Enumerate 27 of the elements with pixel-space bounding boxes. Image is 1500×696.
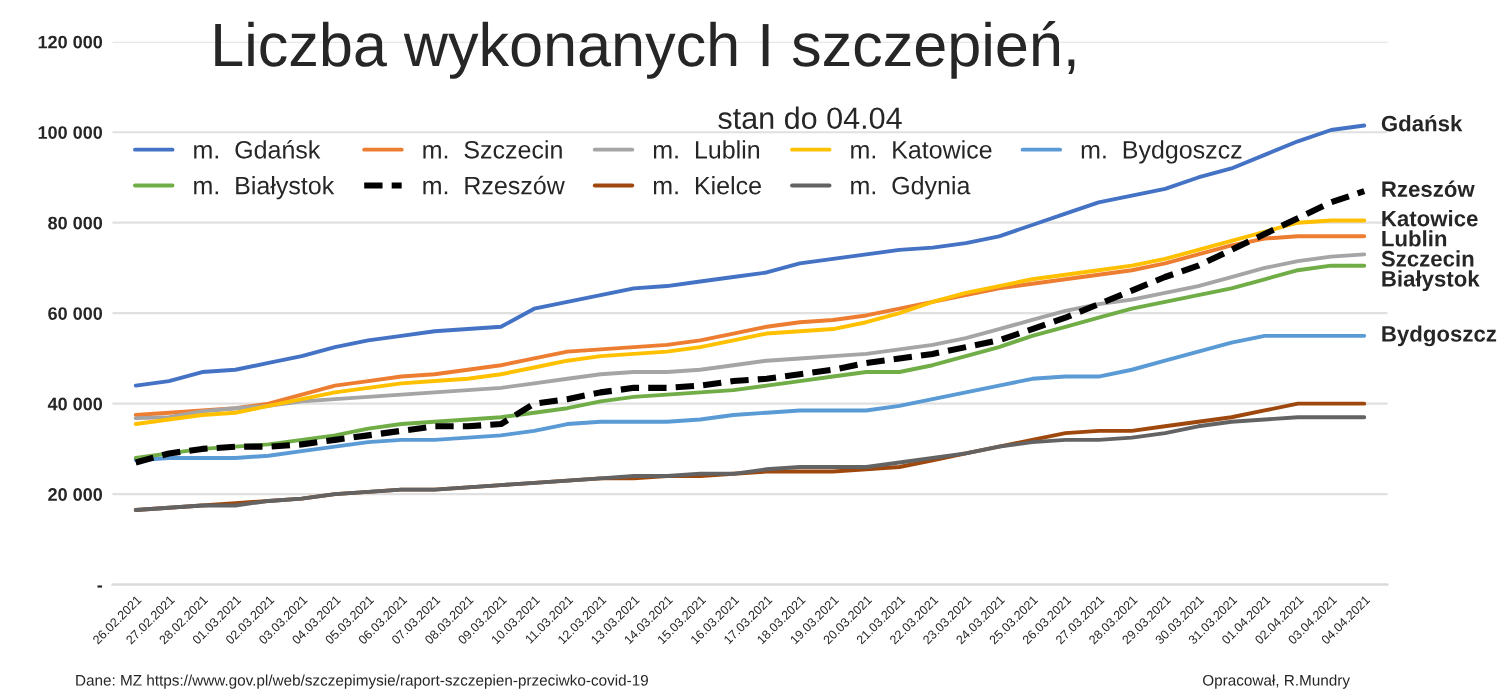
legend-label: m. Rzeszów — [423, 175, 565, 195]
y-tick-label: - — [97, 585, 103, 588]
legend-label: m. Gdynia — [851, 176, 971, 200]
chart-title: Liczba wykonanych I szczepień, — [215, 21, 1075, 79]
legend-label: m. Białystok — [194, 176, 335, 200]
legend-label: m. Kielce — [653, 176, 761, 195]
legend-label: m. Katowice — [851, 140, 992, 159]
annotation: Gdańsk — [1381, 114, 1463, 132]
annotation: Białystok — [1382, 270, 1480, 292]
y-tick-label: 120 000 — [38, 35, 103, 49]
legend-label: m. Gdańsk — [194, 139, 321, 159]
annotation: Katowice — [1382, 210, 1478, 227]
annotation: Rzeszów — [1382, 180, 1475, 198]
line-series — [133, 263, 1367, 460]
annotation: Szczecin — [1381, 250, 1474, 267]
line-series — [133, 333, 1367, 463]
y-tick-label: 40 000 — [47, 397, 103, 411]
y-tick-label: 20 000 — [48, 488, 103, 501]
y-tick-label: 60 000 — [48, 307, 103, 320]
annotation: Bydgoszcz — [1382, 325, 1497, 347]
y-tick-label: 80 000 — [48, 216, 103, 230]
annotation: Lublin — [1382, 230, 1447, 247]
legend-label: m. Szczecin — [423, 140, 562, 159]
legend-label: m. Bydgoszcz — [1081, 140, 1242, 164]
legend-label: m. Lublin — [653, 140, 760, 159]
y-tick-label: 100 000 — [38, 126, 103, 139]
text: stan do 04.04 — [718, 106, 902, 130]
